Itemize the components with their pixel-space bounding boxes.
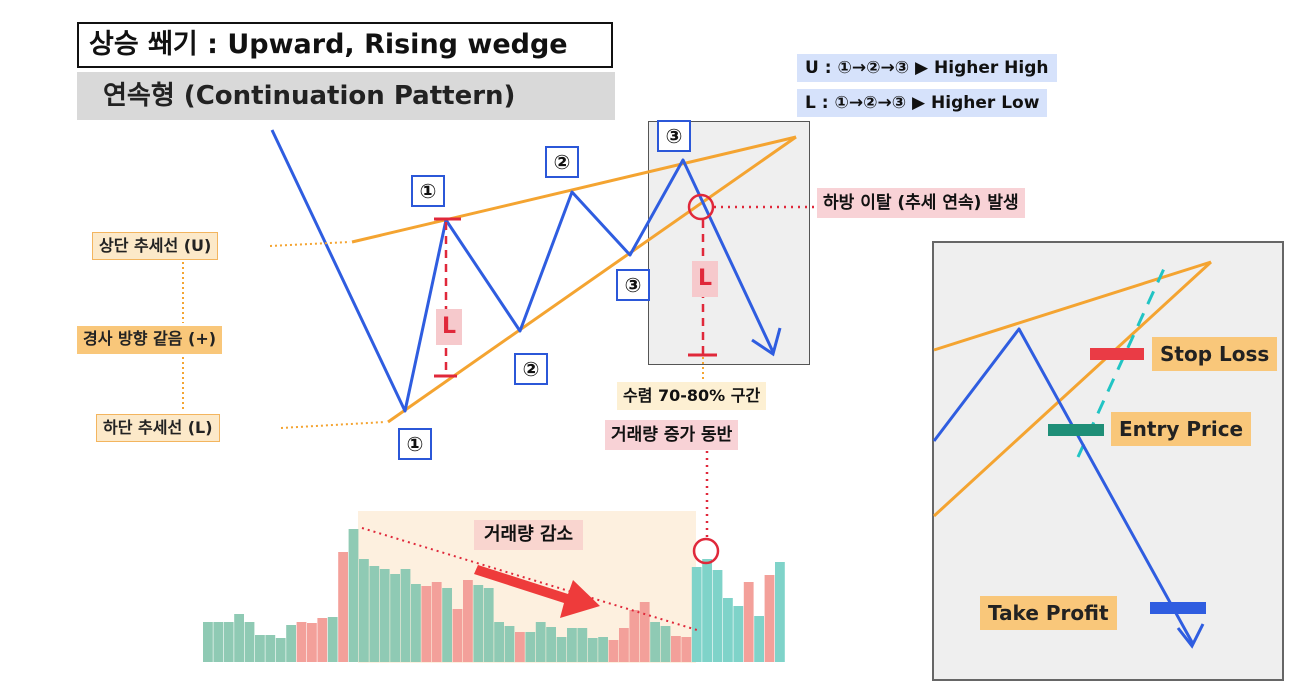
volume-bar: [702, 559, 712, 662]
volume-bar: [286, 625, 296, 662]
lower-connector: [280, 421, 386, 429]
breakout-label: 하방 이탈 (추세 연속) 발생: [817, 188, 1025, 218]
volume-bar: [671, 636, 681, 662]
upper-marker-3: ③: [657, 120, 691, 152]
volume-bar: [369, 566, 380, 662]
volume-bar: [691, 567, 702, 662]
volume-bar: [754, 616, 764, 662]
page-subtitle: 연속형 (Continuation Pattern): [77, 72, 615, 120]
volume-bar: [296, 622, 307, 662]
volume-bar: [463, 580, 473, 662]
volume-decrease-arrow: [474, 565, 600, 618]
volume-bar: [712, 570, 723, 662]
volume-bar: [338, 552, 348, 662]
volume-bar: [598, 637, 608, 662]
lower-marker-3: ③: [616, 269, 650, 301]
volume-bar: [567, 628, 577, 662]
volume-bar: [494, 622, 504, 662]
L-label-2: L: [692, 261, 718, 297]
volume-bar: [348, 529, 359, 662]
volume-bar: [473, 585, 484, 662]
volume-bar: [400, 569, 411, 662]
volume-bar: [775, 562, 785, 662]
volume-bar: [639, 602, 650, 662]
lower-trendline: [387, 135, 797, 424]
volume-bar: [504, 626, 515, 662]
volume-bar: [546, 627, 556, 662]
upper-marker-2: ②: [545, 146, 579, 178]
page-title: 상승 쐐기 : Upward, Rising wedge: [77, 22, 613, 68]
stop-loss-label: Stop Loss: [1152, 337, 1278, 371]
volume-with-label: 거래량 증가 동반: [605, 420, 739, 450]
volume-bar: [452, 609, 463, 662]
volume-bar: [743, 582, 754, 662]
volume-bar: [379, 569, 390, 662]
volume-bar: [275, 638, 286, 662]
legend-upper: U : ①→②→③ ▶ Higher High: [797, 54, 1057, 82]
volume-decrease-line: [361, 527, 698, 631]
upper-marker-1: ①: [411, 175, 445, 207]
volume-bar: [411, 584, 421, 662]
volume-bars: [203, 529, 785, 662]
same-slope-label: 경사 방향 같음 (+): [77, 326, 223, 354]
volume-bar: [431, 582, 442, 662]
volume-bar: [660, 626, 671, 662]
volume-bar: [577, 628, 588, 662]
breakout-zone: [648, 121, 810, 365]
upper-connector: [269, 241, 351, 247]
upper-trendline: [351, 135, 797, 244]
volume-bar: [556, 637, 567, 662]
volume-bar: [203, 622, 213, 662]
volume-bar: [587, 638, 598, 662]
entry-price-label: Entry Price: [1111, 412, 1252, 446]
volume-bar: [764, 575, 775, 662]
volume-bar: [723, 598, 733, 662]
arrow-head: [751, 327, 782, 357]
volume-bar: [629, 610, 640, 662]
volume-bar: [733, 606, 744, 662]
volume-bar: [223, 622, 234, 662]
volume-bar: [244, 622, 255, 662]
volume-bar: [359, 559, 369, 662]
volume-bar: [681, 637, 692, 662]
volume-bar: [390, 574, 400, 662]
volume-bar: [535, 622, 546, 662]
volume-bar: [265, 635, 276, 662]
volume-bar: [255, 635, 265, 662]
volume-bar: [515, 632, 525, 662]
inset-lower-trendline: [932, 260, 1213, 518]
legend-lower: L : ①→②→③ ▶ Higher Low: [797, 89, 1048, 117]
volume-bar: [442, 588, 452, 662]
volume-bar: [213, 622, 224, 662]
volume-bar: [421, 586, 432, 662]
inset-price-line: [932, 327, 1195, 645]
volume-bar: [650, 622, 660, 662]
volume-spike-circle: [692, 537, 720, 565]
upper-trendline-label: 상단 추세선 (U): [92, 232, 219, 260]
take-profit-bar: [1150, 602, 1206, 614]
breakout-circle: [687, 193, 715, 221]
volume-bar: [483, 588, 494, 662]
volume-decrease-label: 거래량 감소: [474, 520, 584, 550]
price-line: [270, 129, 775, 413]
entry-price-bar: [1048, 424, 1104, 436]
lower-marker-2: ②: [514, 353, 548, 385]
volume-bar: [307, 623, 317, 662]
lower-trendline-label: 하단 추세선 (L): [96, 414, 220, 442]
volume-bar: [317, 618, 328, 662]
volume-bar: [608, 640, 619, 662]
L-label-1: L: [436, 309, 462, 345]
volume-bar: [619, 628, 629, 662]
stop-loss-bar: [1090, 348, 1144, 360]
inset-arrow-head: [1176, 623, 1205, 649]
take-profit-label: Take Profit: [980, 596, 1117, 630]
lower-marker-1: ①: [398, 428, 432, 460]
volume-bar: [234, 614, 244, 662]
convergence-label: 수렴 70-80% 구간: [617, 382, 767, 410]
volume-bar: [327, 617, 338, 662]
volume-bar: [525, 632, 536, 662]
inset-upper-trendline: [933, 260, 1212, 352]
inset-drawing: [932, 260, 1213, 649]
